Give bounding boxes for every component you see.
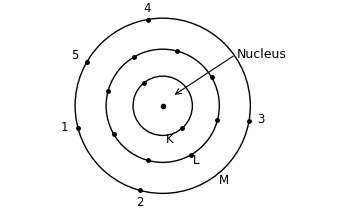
Text: L: L xyxy=(193,154,200,166)
Text: 5: 5 xyxy=(71,49,78,62)
Text: M: M xyxy=(219,174,229,187)
Text: 2: 2 xyxy=(136,196,144,209)
Text: 4: 4 xyxy=(144,2,151,15)
Text: 3: 3 xyxy=(257,113,265,126)
Text: K: K xyxy=(166,133,173,146)
Text: Nucleus: Nucleus xyxy=(237,48,287,61)
Text: 1: 1 xyxy=(61,121,68,134)
